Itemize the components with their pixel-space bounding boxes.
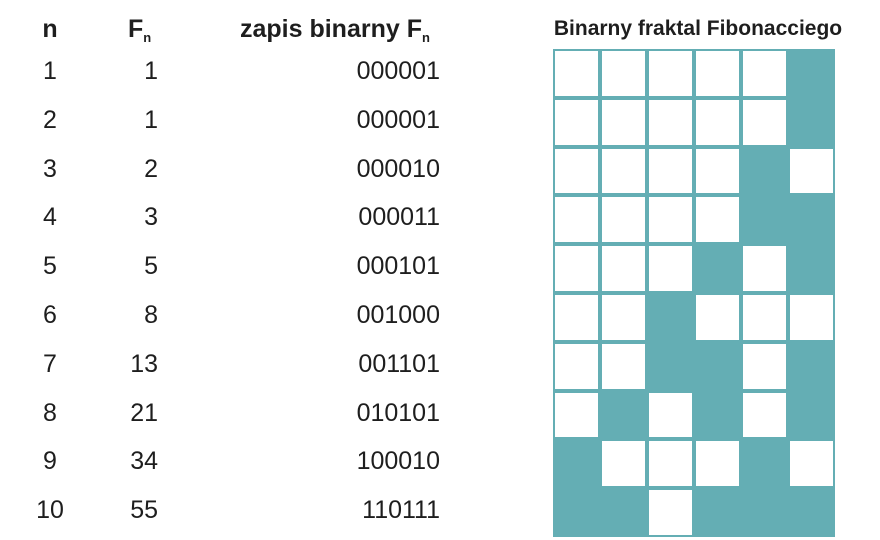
grid-cell-empty xyxy=(600,244,647,293)
fn-cell: 13 xyxy=(130,349,158,378)
grid-cell-filled xyxy=(600,390,647,440)
grid-cell-filled xyxy=(741,195,788,245)
fn-cell: 8 xyxy=(144,301,158,329)
grid-cell-filled xyxy=(553,488,600,537)
grid-cell-empty xyxy=(694,293,741,342)
grid-cell-empty xyxy=(694,195,741,245)
fn-cell: 1 xyxy=(144,57,158,85)
grid-cell-empty xyxy=(553,146,600,196)
grid-cell-empty xyxy=(741,97,788,147)
grid-cell-filled xyxy=(694,390,741,440)
fn-cell: 5 xyxy=(144,252,158,281)
header-fn: Fn xyxy=(128,12,151,55)
n-cell: 2 xyxy=(43,105,57,134)
grid-cell-empty xyxy=(788,146,835,196)
fn-cell: 2 xyxy=(144,154,158,183)
header-n: n xyxy=(42,15,58,43)
grid-cell-empty xyxy=(694,439,741,489)
grid-cell-empty xyxy=(741,49,788,98)
binary-cell: 100010 xyxy=(356,447,440,476)
grid-cell-empty xyxy=(741,244,788,293)
grid-cell-filled xyxy=(647,341,694,391)
n-cell: 10 xyxy=(36,496,64,525)
header-fn-main: F xyxy=(128,15,144,43)
n-cell: 4 xyxy=(43,203,57,232)
grid-cell-empty xyxy=(600,341,647,391)
grid-cell-empty xyxy=(553,244,600,293)
binary-cell: 000001 xyxy=(356,105,440,134)
grid-cell-empty xyxy=(553,97,600,147)
fractal-title: Binarny fraktal Fibonacciego xyxy=(553,17,843,40)
grid-cell-filled xyxy=(694,244,741,293)
grid-cell-empty xyxy=(553,293,600,342)
n-cell: 5 xyxy=(43,252,57,281)
binary-cell: 001000 xyxy=(356,301,440,329)
grid-cell-empty xyxy=(553,390,600,440)
n-cell: 7 xyxy=(43,349,57,378)
n-cell: 9 xyxy=(43,447,57,476)
fn-cell: 34 xyxy=(130,447,158,476)
grid-cell-empty xyxy=(600,146,647,196)
binary-cell: 000001 xyxy=(356,57,440,85)
grid-cell-empty xyxy=(694,49,741,98)
grid-cell-empty xyxy=(647,439,694,489)
grid-cell-empty xyxy=(553,195,600,245)
grid-cell-empty xyxy=(600,195,647,245)
grid-cell-empty xyxy=(741,341,788,391)
grid-cell-empty xyxy=(600,293,647,342)
grid-cell-filled xyxy=(741,146,788,196)
binary-cell: 001101 xyxy=(358,349,440,378)
grid-cell-empty xyxy=(647,390,694,440)
n-cell: 3 xyxy=(43,154,57,183)
grid-cell-filled xyxy=(788,195,835,245)
grid-cell-filled xyxy=(600,488,647,537)
grid-cell-empty xyxy=(647,146,694,196)
fn-cell: 55 xyxy=(130,496,158,525)
grid-cell-empty xyxy=(600,49,647,98)
binary-cell: 110111 xyxy=(362,496,440,525)
grid-cell-empty xyxy=(553,49,600,98)
header-binary-subscript: n xyxy=(421,30,430,45)
n-cell: 6 xyxy=(43,301,57,329)
grid-cell-filled xyxy=(788,49,835,98)
grid-cell-empty xyxy=(647,49,694,98)
binary-cell: 010101 xyxy=(356,398,440,427)
fn-cell: 21 xyxy=(130,398,158,427)
grid-cell-empty xyxy=(553,341,600,391)
grid-cell-filled xyxy=(694,341,741,391)
grid-cell-filled xyxy=(553,439,600,489)
grid-cell-filled xyxy=(741,439,788,489)
grid-cell-filled xyxy=(788,97,835,147)
header-binary: zapis binarny Fn xyxy=(240,12,430,55)
grid-cell-empty xyxy=(647,488,694,537)
grid-cell-filled xyxy=(788,244,835,293)
grid-cell-filled xyxy=(788,390,835,440)
header-fn-subscript: n xyxy=(143,30,152,45)
n-cell: 1 xyxy=(43,57,57,85)
grid-cell-empty xyxy=(741,293,788,342)
grid-cell-filled xyxy=(647,293,694,342)
grid-cell-empty xyxy=(647,244,694,293)
header-binary-main: zapis binarny F xyxy=(240,15,422,43)
grid-cell-empty xyxy=(647,195,694,245)
grid-cell-filled xyxy=(741,488,788,537)
binary-cell: 000010 xyxy=(356,154,440,183)
grid-cell-empty xyxy=(600,97,647,147)
n-cell: 8 xyxy=(43,398,57,427)
grid-cell-empty xyxy=(741,390,788,440)
binary-cell: 000101 xyxy=(356,252,440,281)
grid-cell-filled xyxy=(694,488,741,537)
binary-cell: 000011 xyxy=(358,203,440,232)
grid-cell-filled xyxy=(788,488,835,537)
grid-cell-empty xyxy=(694,146,741,196)
grid-cell-filled xyxy=(788,341,835,391)
grid-cell-empty xyxy=(694,97,741,147)
fn-cell: 1 xyxy=(144,105,158,134)
grid-cell-empty xyxy=(600,439,647,489)
grid-cell-empty xyxy=(647,97,694,147)
grid-cell-empty xyxy=(788,293,835,342)
grid-cell-empty xyxy=(788,439,835,489)
fn-cell: 3 xyxy=(144,203,158,232)
